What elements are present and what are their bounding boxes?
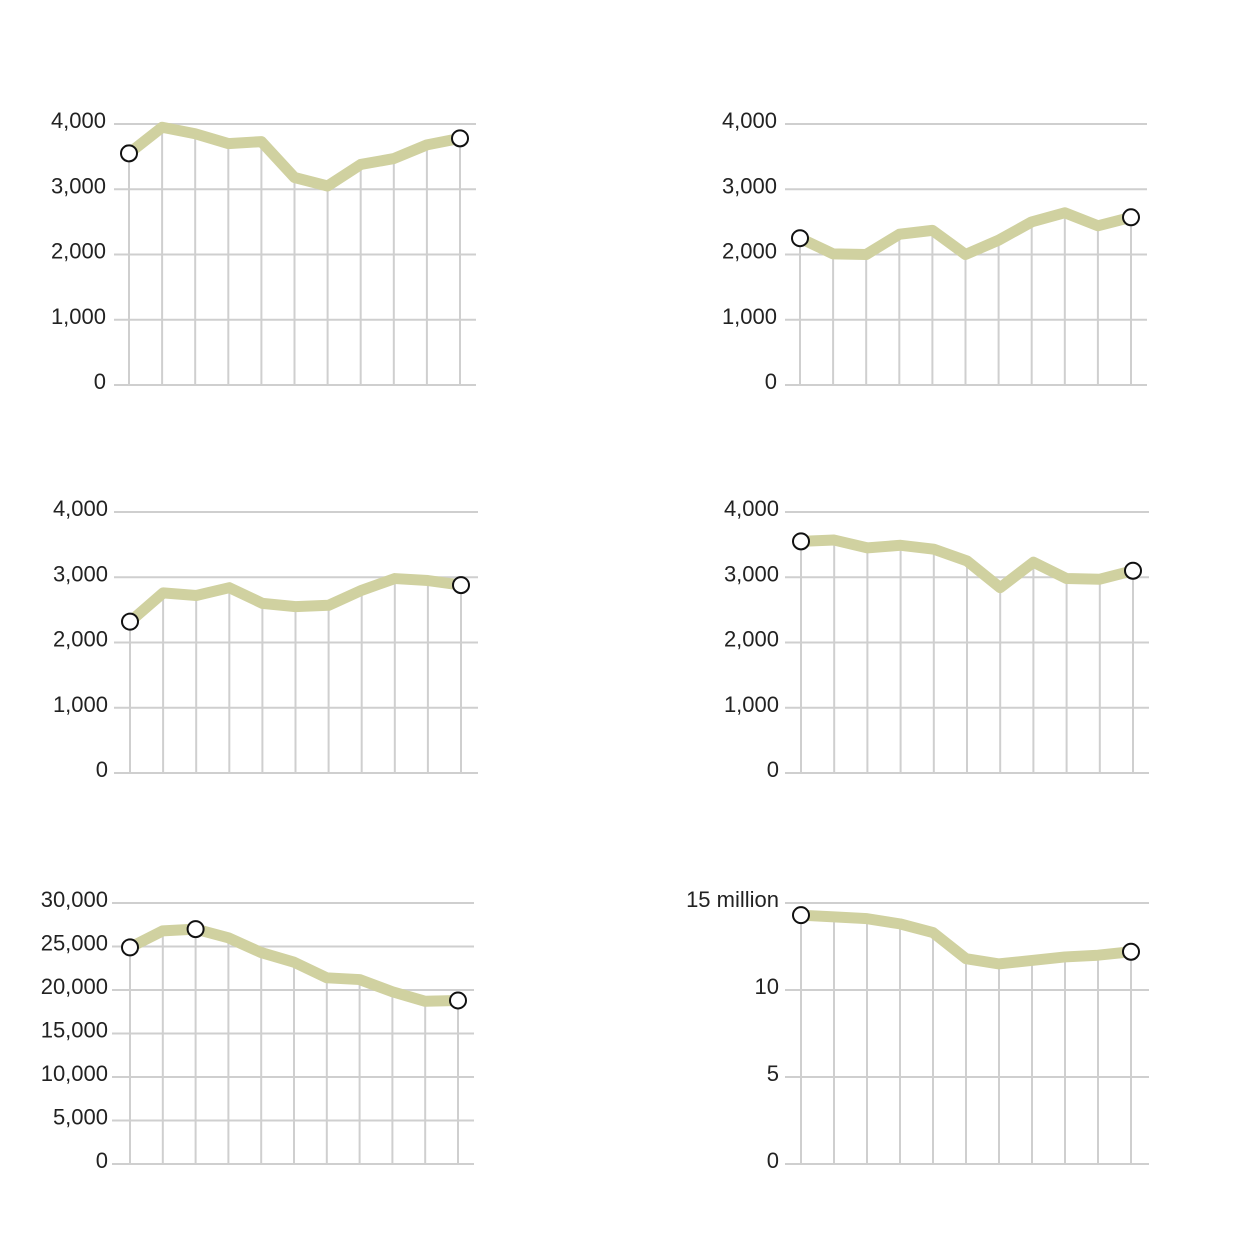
chart-panel-3: 0 1,000 2,000 3,000 4,000 bbox=[53, 496, 478, 782]
y-tick-label: 10,000 bbox=[41, 1061, 108, 1086]
data-point-marker bbox=[1124, 561, 1142, 580]
series-line bbox=[126, 573, 462, 626]
y-tick-label: 3,000 bbox=[51, 173, 106, 198]
y-tick-label: 15 million bbox=[686, 887, 779, 912]
data-point-marker bbox=[121, 938, 139, 957]
chart-panel-6: 0 5 10 15 million bbox=[686, 887, 1149, 1173]
y-tick-label: 0 bbox=[96, 1148, 108, 1173]
data-point-marker bbox=[791, 229, 809, 248]
y-tick-label: 3,000 bbox=[724, 561, 779, 586]
series-line bbox=[800, 534, 1135, 594]
data-point-marker bbox=[452, 576, 470, 595]
data-point-marker bbox=[449, 991, 467, 1010]
y-tick-label: 5,000 bbox=[53, 1105, 108, 1130]
y-tick-label: 1,000 bbox=[53, 692, 108, 717]
y-tick-label: 4,000 bbox=[53, 496, 108, 521]
data-point-marker bbox=[1122, 942, 1140, 961]
y-tick-label: 2,000 bbox=[724, 627, 779, 652]
data-point-marker bbox=[451, 129, 469, 148]
y-tick-label: 4,000 bbox=[724, 496, 779, 521]
chart-panel-4: 0 1,000 2,000 3,000 4,000 bbox=[724, 496, 1149, 782]
y-tick-label: 30,000 bbox=[41, 887, 108, 912]
y-tick-label: 5 bbox=[767, 1061, 779, 1086]
y-tick-label: 4,000 bbox=[722, 108, 777, 133]
chart-panel-1: 0 1,000 2,000 3,000 4,000 bbox=[51, 108, 476, 394]
y-tick-label: 3,000 bbox=[53, 561, 108, 586]
y-tick-label: 0 bbox=[767, 1148, 779, 1173]
series-line bbox=[800, 909, 1132, 970]
data-point-marker bbox=[186, 920, 205, 939]
y-tick-label: 1,000 bbox=[724, 692, 779, 717]
series-line bbox=[127, 923, 459, 1007]
series-line bbox=[125, 121, 462, 192]
y-tick-label: 2,000 bbox=[53, 627, 108, 652]
y-tick-label: 1,000 bbox=[722, 304, 777, 329]
y-tick-label: 2,000 bbox=[51, 239, 106, 264]
y-tick-label: 0 bbox=[765, 369, 777, 394]
data-point-marker bbox=[120, 144, 138, 163]
y-tick-label: 15,000 bbox=[41, 1018, 108, 1043]
data-point-marker bbox=[792, 532, 810, 551]
y-tick-label: 0 bbox=[94, 369, 106, 394]
series-line bbox=[797, 207, 1133, 260]
y-tick-label: 4,000 bbox=[51, 108, 106, 133]
y-tick-label: 0 bbox=[767, 757, 779, 782]
data-point-marker bbox=[792, 906, 810, 925]
y-tick-label: 3,000 bbox=[722, 173, 777, 198]
y-tick-label: 0 bbox=[96, 757, 108, 782]
y-tick-label: 25,000 bbox=[41, 931, 108, 956]
chart-panel-5: 0 5,000 10,000 15,000 20,000 25,000 30,000 bbox=[41, 887, 474, 1173]
chart-panel-2: 0 1,000 2,000 3,000 4,000 bbox=[722, 108, 1147, 394]
data-point-marker bbox=[121, 612, 139, 631]
data-point-marker bbox=[1122, 208, 1140, 227]
y-tick-label: 20,000 bbox=[41, 974, 108, 999]
y-tick-label: 10 bbox=[755, 974, 779, 999]
y-tick-label: 2,000 bbox=[722, 239, 777, 264]
y-tick-label: 1,000 bbox=[51, 304, 106, 329]
